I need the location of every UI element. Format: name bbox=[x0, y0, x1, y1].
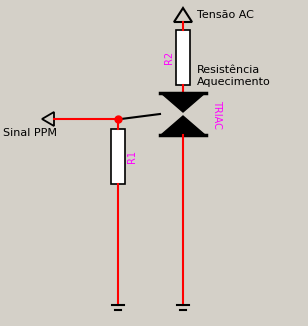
Text: R2: R2 bbox=[164, 51, 174, 64]
FancyBboxPatch shape bbox=[176, 30, 190, 85]
Text: TRIAC: TRIAC bbox=[212, 99, 222, 128]
Text: Aquecimento: Aquecimento bbox=[197, 77, 271, 87]
FancyBboxPatch shape bbox=[111, 129, 125, 184]
Text: Resistência: Resistência bbox=[197, 65, 260, 75]
Polygon shape bbox=[161, 93, 205, 112]
Polygon shape bbox=[161, 116, 205, 135]
Text: R1: R1 bbox=[127, 150, 137, 163]
Text: Tensão AC: Tensão AC bbox=[197, 10, 254, 20]
Text: Sinal PPM: Sinal PPM bbox=[3, 128, 57, 138]
